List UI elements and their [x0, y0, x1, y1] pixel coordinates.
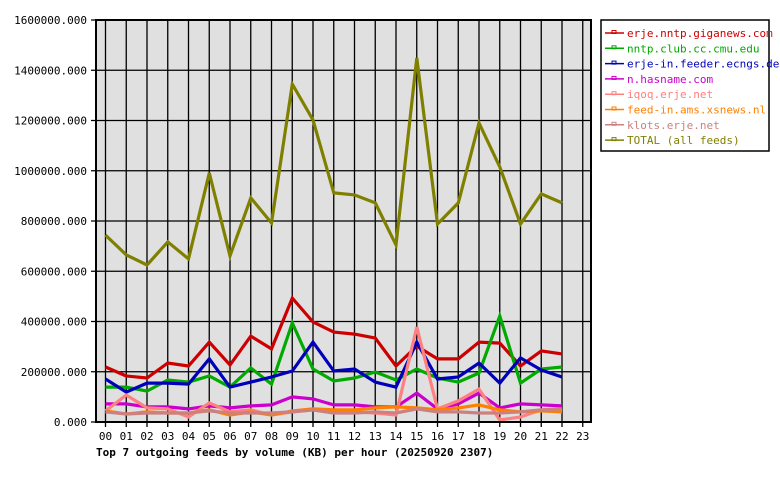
legend-box [600, 19, 770, 152]
legend-label: erje-in.feeder.ecngs.de [627, 58, 779, 71]
legend-label: klots.erje.net [627, 119, 720, 132]
legend-label: iqoq.erje.net [627, 88, 713, 101]
x-tick-label: 06 [223, 430, 236, 443]
x-tick-label: 17 [452, 430, 465, 443]
x-axis-tick-labels: 00 01 02 03 04 05 06 07 08 09 10 11 12 13 14 15 16 17 18 19… [99, 430, 590, 443]
x-tick-label: 16 [431, 430, 444, 443]
legend-label: nntp.club.cc.cmu.edu [627, 42, 759, 55]
y-tick-label: 800000.000 [21, 215, 87, 228]
series-line-0 [104, 295, 563, 380]
legend: erje.nntp.giganews.com nntp.club.cc.cmu.e… [600, 19, 779, 152]
legend-label: feed-in.ams.xsnews.nl [627, 104, 766, 117]
x-tick-label: 01 [120, 430, 133, 443]
legend-item: erje.nntp.giganews.com [605, 27, 773, 40]
chart-title: Top 7 outgoing feeds by volume (KB) per … [96, 446, 493, 459]
x-tick-label: 23 [576, 430, 589, 443]
x-tick-label: 03 [161, 430, 174, 443]
x-tick-label: 21 [535, 430, 548, 443]
x-tick-label: 18 [472, 430, 485, 443]
y-tick-label: 1600000.000 [14, 14, 87, 27]
legend-item: iqoq.erje.net [605, 88, 713, 101]
x-tick-label: 07 [244, 430, 257, 443]
y-tick-label: 0.000 [54, 416, 87, 429]
y-tick-label: 400000.000 [21, 316, 87, 329]
y-tick-label: 600000.000 [21, 265, 87, 278]
y-axis-tick-labels: 0.000 200000.000 400000.000 600000.000 80000… [14, 14, 87, 429]
x-tick-label: 15 [410, 430, 423, 443]
vertical-gridlines [104, 20, 584, 427]
x-tick-label: 00 [99, 430, 112, 443]
x-tick-label: 12 [348, 430, 361, 443]
x-tick-label: 05 [203, 430, 216, 443]
x-tick-label: 20 [514, 430, 527, 443]
y-tick-label: 1000000.000 [14, 165, 87, 178]
series-line-2 [104, 338, 563, 394]
y-tick-label: 1400000.000 [14, 64, 87, 77]
legend-label: n.hasname.com [627, 73, 713, 86]
legend-label: erje.nntp.giganews.com [627, 27, 773, 40]
y-tick-label: 200000.000 [21, 366, 87, 379]
y-tick-label: 1200000.000 [14, 115, 87, 128]
x-tick-label: 09 [286, 430, 299, 443]
x-tick-label: 08 [265, 430, 278, 443]
plot-border [95, 19, 592, 423]
legend-item: erje-in.feeder.ecngs.de [605, 58, 779, 71]
x-tick-label: 11 [327, 430, 340, 443]
legend-item: klots.erje.net [605, 119, 720, 132]
legend-item: feed-in.ams.xsnews.nl [605, 104, 766, 117]
x-tick-label: 10 [306, 430, 319, 443]
x-tick-label: 14 [389, 430, 403, 443]
legend-item: n.hasname.com [605, 73, 713, 86]
legend-item: nntp.club.cc.cmu.edu [605, 42, 759, 55]
series-line-7 [104, 57, 563, 267]
x-tick-label: 04 [182, 430, 196, 443]
legend-item: TOTAL (all feeds) [605, 134, 740, 147]
x-tick-label: 19 [493, 430, 506, 443]
x-tick-label: 22 [555, 430, 568, 443]
legend-label: TOTAL (all feeds) [627, 134, 740, 147]
x-tick-label: 02 [140, 430, 153, 443]
series-line-6 [105, 407, 563, 416]
series-line-1 [105, 310, 563, 393]
series-lines [104, 57, 563, 422]
x-tick-label: 13 [369, 430, 382, 443]
